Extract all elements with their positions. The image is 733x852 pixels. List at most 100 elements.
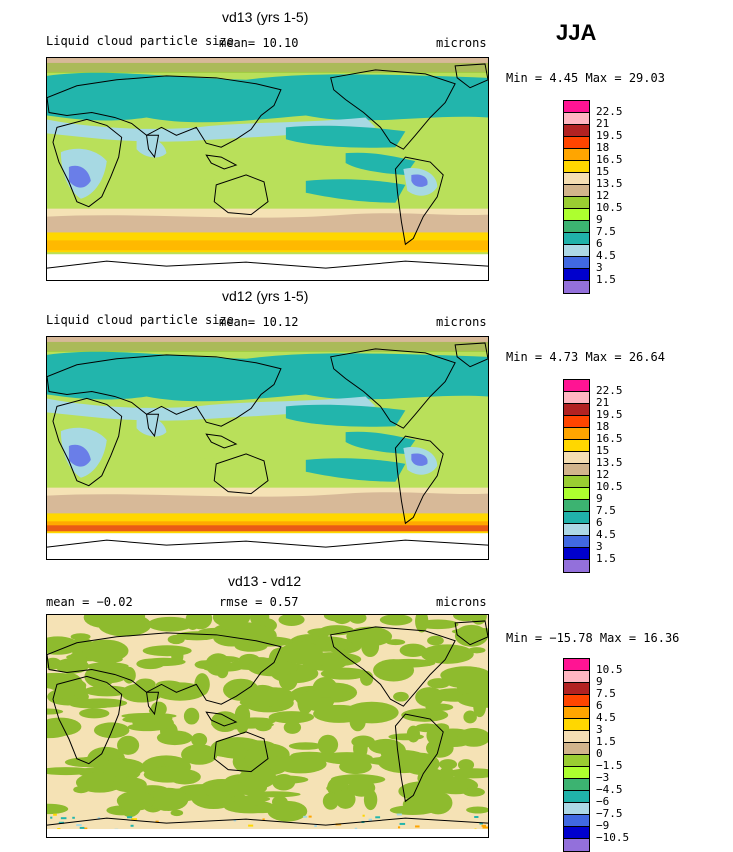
colorbar-tick-label: 7.5 [596, 504, 616, 517]
colorbar-swatch [564, 197, 589, 209]
colorbar-swatch [564, 536, 589, 548]
colorbar-swatch [564, 452, 589, 464]
panel3-rmse: rmse = 0.57 [219, 595, 299, 609]
colorbar-swatch [564, 731, 589, 743]
panel3-map [46, 614, 489, 838]
colorbar-tick-label: 6 [596, 699, 603, 712]
colorbar-tick-label: 7.5 [596, 225, 616, 238]
panel1-units: microns [436, 36, 487, 50]
colorbar-swatch [564, 380, 589, 392]
colorbar-swatch [564, 281, 589, 293]
colorbar-swatch [564, 743, 589, 755]
colorbar-swatch [564, 464, 589, 476]
panel1-title: vd13 (yrs 1-5) [222, 9, 309, 25]
colorbar-tick-label: 21 [596, 117, 610, 130]
colorbar-tick-label: −9 [596, 819, 610, 832]
colorbar-swatch [564, 548, 589, 560]
panel1-map [46, 57, 489, 281]
colorbar-swatch [564, 392, 589, 404]
colorbar-swatch [564, 173, 589, 185]
colorbar-tick-label: 22.5 [596, 105, 623, 118]
colorbar-swatch [564, 149, 589, 161]
colorbar-tick-label: 1.5 [596, 273, 616, 286]
season-label: JJA [556, 20, 597, 45]
colorbar-swatch [564, 512, 589, 524]
colorbar-swatch [564, 707, 589, 719]
colorbar-tick-label: 12 [596, 468, 610, 481]
colorbar-tick-label: 6 [596, 237, 603, 250]
panel2-title: vd12 (yrs 1-5) [222, 288, 309, 304]
panel2-colorbar-labels: 22.5 21 19.5 18 16.5 15 13.5 12 10.5 9 7.5 6 4.5 3 1.5 [596, 385, 623, 565]
colorbar-tick-label: −6 [596, 795, 610, 808]
panel2-colorbar [563, 379, 590, 573]
colorbar-swatch [564, 476, 589, 488]
colorbar-tick-label: 13.5 [596, 177, 623, 190]
panel3-title: vd13 - vd12 [228, 573, 302, 589]
colorbar-swatch [564, 683, 589, 695]
colorbar-tick-label: 13.5 [596, 456, 623, 469]
panel2-minmax: Min = 4.73 Max = 26.64 [506, 350, 665, 364]
colorbar-tick-label: 16.5 [596, 432, 623, 445]
colorbar-tick-label: 4.5 [596, 711, 616, 724]
colorbar-tick-label: 7.5 [596, 687, 616, 700]
colorbar-tick-label: −4.5 [596, 783, 623, 796]
colorbar-tick-label: 21 [596, 396, 610, 409]
colorbar-swatch [564, 185, 589, 197]
colorbar-swatch [564, 221, 589, 233]
colorbar-tick-label: 16.5 [596, 153, 623, 166]
colorbar-swatch [564, 113, 589, 125]
colorbar-swatch [564, 137, 589, 149]
colorbar-swatch [564, 257, 589, 269]
colorbar-tick-label: 18 [596, 141, 610, 154]
colorbar-swatch [564, 101, 589, 113]
colorbar-swatch [564, 233, 589, 245]
colorbar-swatch [564, 695, 589, 707]
colorbar-tick-label: 4.5 [596, 249, 616, 262]
colorbar-swatch [564, 161, 589, 173]
colorbar-tick-label: 19.5 [596, 408, 623, 421]
colorbar-swatch [564, 428, 589, 440]
colorbar-tick-label: 3 [596, 261, 603, 274]
panel2-mean: mean= 10.12 [219, 315, 299, 329]
colorbar-swatch [564, 245, 589, 257]
colorbar-swatch [564, 839, 589, 851]
colorbar-tick-label: 10.5 [596, 480, 623, 493]
panel3-mean: mean = −0.02 [46, 595, 133, 609]
colorbar-swatch [564, 125, 589, 137]
colorbar-tick-label: 3 [596, 723, 603, 736]
colorbar-swatch [564, 416, 589, 428]
panel3-colorbar [563, 658, 590, 852]
panel3-units: microns [436, 595, 487, 609]
panel3-colorbar-labels: 10.5 9 7.5 6 4.5 3 1.5 0 −1.5 −3 −4.5 −6 −7.5 −9 −10.5 [596, 664, 629, 844]
colorbar-swatch [564, 524, 589, 536]
colorbar-tick-label: −3 [596, 771, 610, 784]
panel1-minmax: Min = 4.45 Max = 29.03 [506, 71, 665, 85]
colorbar-tick-label: 6 [596, 516, 603, 529]
colorbar-swatch [564, 719, 589, 731]
colorbar-tick-label: −7.5 [596, 807, 623, 820]
colorbar-swatch [564, 767, 589, 779]
colorbar-tick-label: 18 [596, 420, 610, 433]
colorbar-swatch [564, 827, 589, 839]
colorbar-swatch [564, 560, 589, 572]
colorbar-swatch [564, 755, 589, 767]
colorbar-tick-label: 1.5 [596, 552, 616, 565]
colorbar-swatch [564, 269, 589, 281]
colorbar-tick-label: 0 [596, 747, 603, 760]
colorbar-tick-label: 9 [596, 675, 603, 688]
colorbar-swatch [564, 803, 589, 815]
panel1-colorbar [563, 100, 590, 294]
panel1-variable-label: Liquid cloud particle size [46, 34, 234, 48]
panel3-minmax: Min = −15.78 Max = 16.36 [506, 631, 680, 645]
colorbar-tick-label: 22.5 [596, 384, 623, 397]
colorbar-tick-label: 12 [596, 189, 610, 202]
colorbar-tick-label: 3 [596, 540, 603, 553]
panel2-map [46, 336, 489, 560]
colorbar-tick-label: 9 [596, 213, 603, 226]
colorbar-tick-label: 4.5 [596, 528, 616, 541]
colorbar-swatch [564, 659, 589, 671]
colorbar-swatch [564, 500, 589, 512]
colorbar-tick-label: 1.5 [596, 735, 616, 748]
panel1-mean: mean= 10.10 [219, 36, 299, 50]
colorbar-tick-label: 15 [596, 165, 610, 178]
